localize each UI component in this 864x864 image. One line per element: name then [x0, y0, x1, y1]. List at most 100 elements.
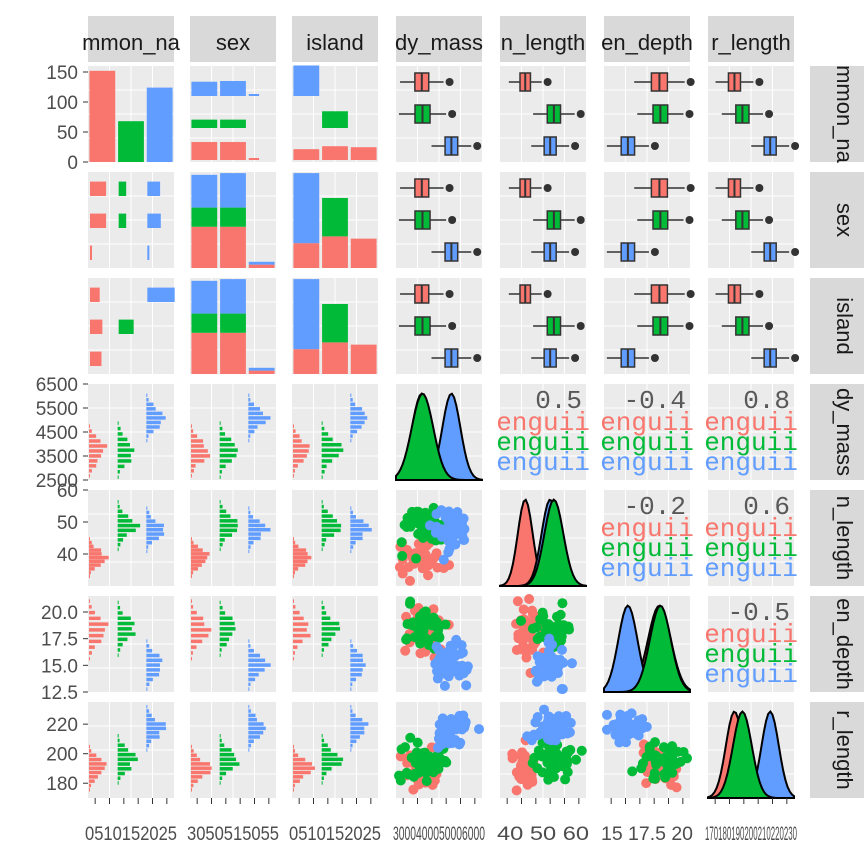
hist-bar	[321, 500, 323, 504]
hist-bar	[248, 398, 251, 402]
hist-bar	[89, 444, 108, 448]
hist-bar	[248, 639, 250, 643]
scatter-point	[543, 774, 554, 785]
hist-bar	[191, 574, 192, 579]
scatter-point	[461, 680, 472, 691]
box-outlier	[685, 322, 694, 330]
strip-right	[810, 278, 864, 374]
hist-bar	[146, 532, 165, 536]
hist-bar	[117, 504, 120, 509]
hist-bar	[191, 548, 203, 552]
hist-bar	[321, 632, 336, 636]
strip-top	[708, 16, 794, 62]
strip-top	[292, 16, 378, 62]
x-tick-label: 40 50 60	[497, 824, 589, 845]
hist-bar	[89, 434, 97, 438]
stacked-bar	[191, 207, 218, 227]
hist-bar	[350, 540, 356, 545]
hist-bar	[146, 717, 155, 722]
stacked-bar	[322, 197, 348, 237]
hist-bar	[191, 454, 211, 458]
box-outlier	[543, 290, 552, 298]
scatter-point	[517, 747, 528, 758]
y-tick-label: 50	[57, 123, 78, 144]
strip-top	[500, 16, 586, 62]
stacked-bar	[293, 243, 320, 268]
hist-bar	[219, 752, 235, 757]
hist-bar	[89, 563, 101, 567]
scatter-point	[424, 520, 435, 531]
scatter-point	[636, 763, 647, 774]
hist-bar	[219, 611, 226, 615]
scatter-point	[446, 714, 457, 725]
hist-bar	[219, 642, 227, 647]
strip-top-label: dy_mass	[395, 30, 483, 55]
hist-bar	[146, 515, 151, 519]
hist-bar	[350, 416, 368, 420]
scatter-point	[405, 732, 416, 743]
hist-bar	[321, 600, 323, 605]
strip-top-label: island	[306, 30, 363, 55]
corr-group: enguii	[600, 514, 694, 544]
hist-bar	[293, 599, 294, 603]
hist-bar	[350, 687, 352, 691]
hist-bar	[219, 632, 233, 636]
hist-bar	[191, 651, 193, 655]
hist-bar	[219, 475, 221, 479]
hist-bar	[219, 653, 221, 657]
hist-bar	[191, 444, 204, 448]
strip-right-label: mmon_na	[832, 65, 857, 164]
hist-bar	[146, 713, 152, 718]
hist-bar	[146, 523, 164, 528]
scatter-point	[554, 724, 565, 735]
y-tick-label: 12.5	[41, 683, 78, 704]
stacked-bar	[248, 264, 275, 268]
corr-group: enguii	[704, 534, 798, 564]
hist-bar	[321, 757, 344, 762]
scatter-point	[427, 753, 438, 764]
hist-bar	[117, 637, 128, 642]
side-bar	[147, 287, 175, 302]
scatter-point	[524, 594, 535, 604]
hist-bar	[219, 464, 226, 469]
hist-bar	[293, 770, 311, 775]
scatter-point	[443, 547, 454, 558]
hist-bar	[293, 656, 294, 661]
density-curve	[707, 710, 794, 799]
hist-bar	[321, 621, 340, 626]
hist-bar	[293, 540, 296, 545]
hist-bar	[146, 663, 160, 667]
side-bar	[147, 245, 150, 260]
hist-bar	[293, 469, 295, 473]
y-tick-label: 3500	[36, 447, 78, 468]
hist-bar	[293, 570, 295, 575]
scatter-point	[460, 716, 471, 727]
strip-top-label: r_length	[711, 30, 791, 55]
box-outlier	[765, 110, 774, 118]
hist-bar	[191, 449, 208, 453]
hist-bar	[321, 767, 332, 771]
hist-bar	[191, 570, 194, 575]
scatter-point	[411, 553, 422, 564]
hist-bar	[89, 775, 98, 779]
scatter-point	[564, 727, 575, 738]
scatter-point	[539, 721, 550, 732]
stacked-bar	[191, 280, 218, 314]
side-bar	[90, 213, 107, 228]
density-curve	[500, 498, 587, 587]
facet-block	[248, 158, 260, 160]
hist-bar	[89, 548, 102, 552]
hist-bar	[219, 542, 223, 547]
scatter-point	[446, 653, 457, 664]
hist-bar	[293, 651, 295, 655]
scatter-point	[423, 640, 434, 651]
hist-bar	[89, 757, 102, 762]
scatter-point	[544, 749, 555, 760]
hist-bar	[248, 425, 258, 429]
stacked-bar	[220, 226, 246, 268]
x-tick-label: 0510152025	[85, 824, 177, 845]
hist-bar	[146, 672, 160, 677]
x-tick-label: 15 17.5 20	[601, 824, 693, 845]
box-outlier	[755, 184, 764, 192]
hist-bar	[191, 779, 198, 783]
